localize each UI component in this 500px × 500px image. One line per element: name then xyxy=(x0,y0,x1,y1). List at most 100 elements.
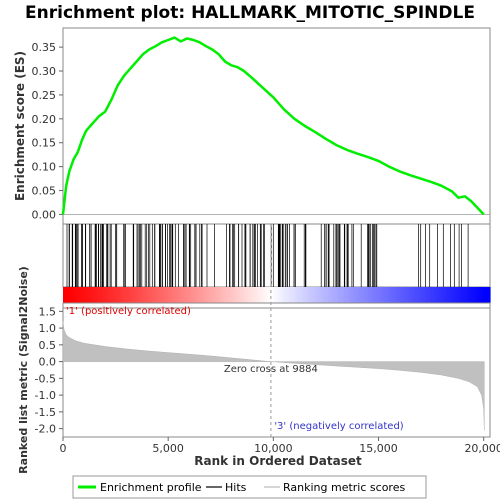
color-band-segment xyxy=(189,287,192,303)
color-band-segment xyxy=(267,287,270,303)
color-band-segment xyxy=(372,287,375,303)
color-band-segment xyxy=(260,287,264,303)
color-band-segment xyxy=(437,287,441,303)
color-band-segment xyxy=(233,287,237,303)
color-band-segment xyxy=(117,287,121,303)
color-band-segment xyxy=(338,287,342,303)
color-band-segment xyxy=(447,287,451,303)
color-band-segment xyxy=(67,287,70,303)
color-band-segment xyxy=(285,287,289,303)
es-y-tick-label: 0.05 xyxy=(32,185,57,198)
color-band-segment xyxy=(180,287,184,303)
es-y-tick-label: 0.30 xyxy=(32,65,57,78)
color-band-segment xyxy=(187,287,190,303)
legend-enrichment-label: Enrichment profile xyxy=(100,481,202,494)
color-band-segment xyxy=(422,287,426,303)
color-band-segment xyxy=(368,287,371,303)
rank-color-band xyxy=(63,287,491,303)
color-band-segment xyxy=(100,287,104,303)
color-band-segment xyxy=(441,287,445,303)
color-band-segment xyxy=(178,287,182,303)
color-band-segment xyxy=(170,287,173,303)
color-band-segment xyxy=(323,287,327,303)
color-band-segment xyxy=(210,287,213,303)
x-tick-label: 20,000 xyxy=(464,442,500,455)
positive-label: '1' (positively correlated) xyxy=(66,306,191,317)
color-band-segment xyxy=(283,287,287,303)
color-band-segment xyxy=(86,287,89,303)
color-band-segment xyxy=(98,287,102,303)
legend-hits-label: Hits xyxy=(225,481,247,494)
color-band-segment xyxy=(241,287,245,303)
color-band-segment xyxy=(391,287,394,303)
color-band-segment xyxy=(309,287,312,303)
color-band-segment xyxy=(363,287,367,303)
color-band-segment xyxy=(405,287,409,303)
color-band-segment xyxy=(389,287,392,303)
color-band-segment xyxy=(450,287,453,303)
color-band-segment xyxy=(462,287,466,303)
color-band-segment xyxy=(193,287,197,303)
color-band-segment xyxy=(195,287,199,303)
color-band-segment xyxy=(435,287,439,303)
color-band-segment xyxy=(273,287,277,303)
color-band-segment xyxy=(147,287,150,303)
color-band-segment xyxy=(325,287,329,303)
metric-y-tick-label: -2.0 xyxy=(35,423,56,436)
color-band-segment xyxy=(468,287,472,303)
color-band-segment xyxy=(481,287,485,303)
color-band-segment xyxy=(264,287,268,303)
color-band-segment xyxy=(92,287,96,303)
color-band-segment xyxy=(96,287,100,303)
color-band-segment xyxy=(262,287,266,303)
color-band-segment xyxy=(239,287,243,303)
color-band-segment xyxy=(292,287,295,303)
color-band-segment xyxy=(119,287,123,303)
color-band-segment xyxy=(321,287,325,303)
x-axis: 0 5,000 10,000 15,000 20,000 xyxy=(60,437,500,455)
color-band-segment xyxy=(77,287,81,303)
es-y-tick-label: 0.25 xyxy=(32,89,57,102)
color-band-segment xyxy=(71,287,75,303)
color-band-segment xyxy=(166,287,169,303)
color-band-segment xyxy=(94,287,98,303)
color-band-segment xyxy=(340,287,344,303)
color-band-segment xyxy=(155,287,159,303)
color-band-segment xyxy=(473,287,476,303)
color-band-segment xyxy=(458,287,462,303)
color-band-segment xyxy=(429,287,432,303)
color-band-segment xyxy=(380,287,384,303)
color-band-segment xyxy=(307,287,310,303)
color-band-segment xyxy=(313,287,317,303)
color-band-segment xyxy=(342,287,346,303)
metric-y-tick-label: 0.5 xyxy=(39,339,57,352)
metric-y-tick-label: 1.5 xyxy=(39,305,57,318)
color-band-segment xyxy=(252,287,256,303)
color-band-segment xyxy=(246,287,249,303)
color-band-segment xyxy=(130,287,134,303)
color-band-segment xyxy=(334,287,338,303)
color-band-segment xyxy=(361,287,365,303)
color-band-segment xyxy=(288,287,291,303)
color-band-segment xyxy=(475,287,478,303)
color-band-segment xyxy=(412,287,415,303)
color-band-segment xyxy=(294,287,298,303)
color-band-segment xyxy=(370,287,373,303)
color-band-segment xyxy=(218,287,222,303)
color-band-segment xyxy=(136,287,140,303)
color-band-segment xyxy=(159,287,163,303)
es-y-tick-label: 0.35 xyxy=(32,41,57,54)
color-band-segment xyxy=(477,287,481,303)
color-band-segment xyxy=(384,287,388,303)
color-band-segment xyxy=(374,287,378,303)
color-band-segment xyxy=(256,287,260,303)
color-band-segment xyxy=(418,287,422,303)
color-band-segment xyxy=(328,287,331,303)
color-band-segment xyxy=(431,287,434,303)
es-y-label: Enrichment score (ES) xyxy=(13,51,27,201)
color-band-segment xyxy=(111,287,115,303)
color-band-segment xyxy=(445,287,449,303)
color-band-segment xyxy=(302,287,306,303)
color-band-segment xyxy=(279,287,283,303)
metric-y-label: Ranked list metric (Signal2Noise) xyxy=(17,266,30,474)
